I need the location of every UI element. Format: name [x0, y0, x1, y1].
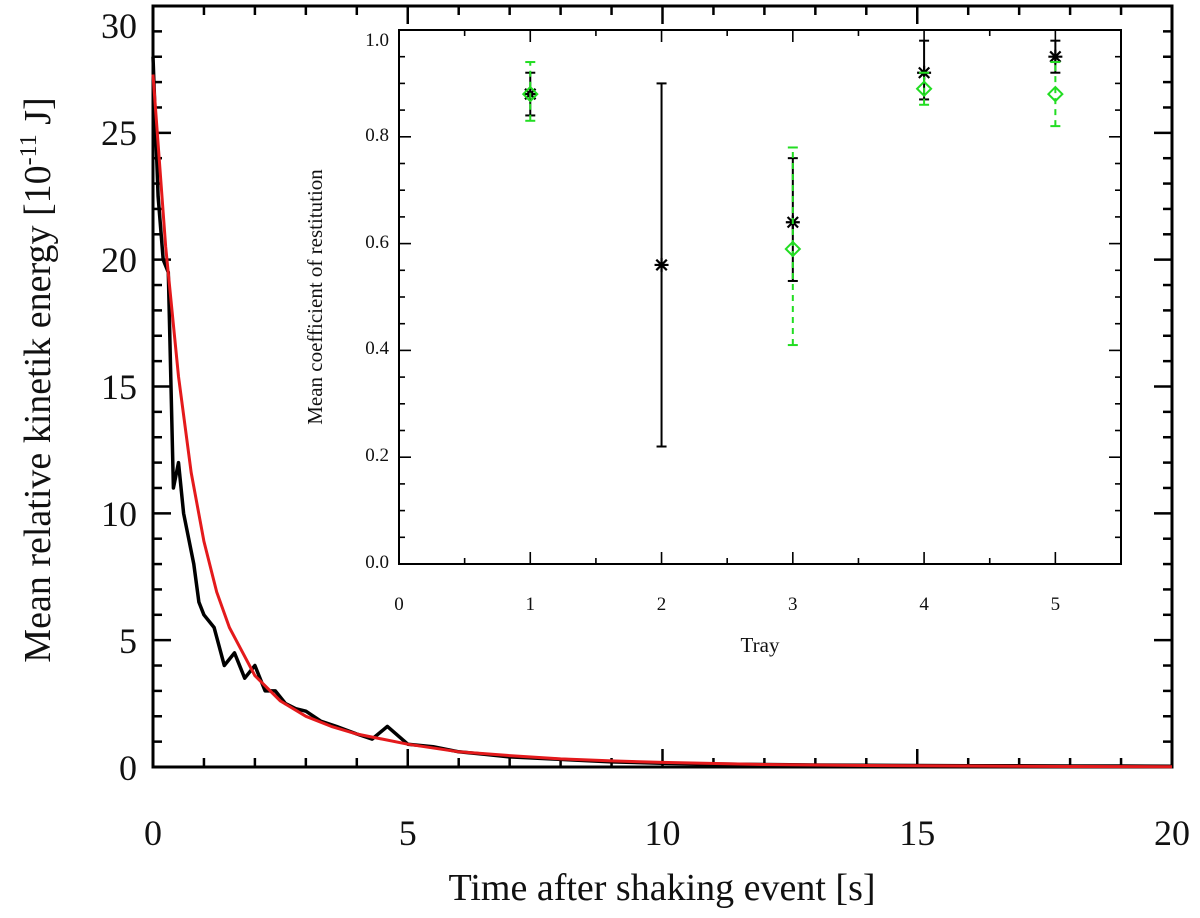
- main-y-tick-label: 20: [101, 240, 137, 280]
- inset-x-tick-label: 0: [394, 594, 404, 615]
- main-y-tick-label: 5: [119, 621, 137, 661]
- main-y-tick-label: 25: [101, 113, 137, 153]
- inset-series: [521, 39, 1064, 448]
- inset-y-tick-label: 0.0: [365, 552, 389, 573]
- inset-y-tick-label: 0.4: [365, 338, 389, 359]
- asterisk-marker: [1048, 49, 1063, 64]
- inset-y-tick-label: 0.6: [365, 232, 389, 253]
- main-y-tick-labels: 0 5 10 15 20 25 30: [101, 6, 137, 788]
- main-x-tick-labels: 0 5 10 15 20: [144, 813, 1190, 853]
- main-series: [151, 56, 1173, 769]
- inset-y-tick-label: 0.2: [365, 445, 389, 466]
- main-y-axis-label-exponent: -11: [16, 134, 42, 165]
- diamond-marker: [784, 240, 802, 258]
- asterisk-marker: [654, 257, 669, 272]
- main-y-axis-label: Mean relative kinetik energy [10-11 J]: [16, 97, 59, 662]
- diamond-marker: [521, 85, 539, 103]
- inset-ticks: [398, 29, 1122, 565]
- main-x-tick-label: 5: [399, 813, 417, 853]
- inset-y-tick-labels: 0.0 0.2 0.4 0.6 0.8 1.0: [365, 30, 389, 573]
- main-x-axis-label: Time after shaking event [s]: [448, 867, 875, 909]
- main-x-tick-label: 0: [144, 813, 162, 853]
- main-y-tick-label: 30: [101, 6, 137, 46]
- inset-x-tick-label: 4: [919, 594, 929, 615]
- main-y-tick-label: 0: [119, 748, 137, 788]
- inset-x-axis-label: Tray: [741, 633, 780, 657]
- inset-chart: 0 1 2 3 4 5 0.0 0.2 0.4 0.6 0.8 1.0 Tray…: [303, 29, 1122, 657]
- main-y-axis-label-suffix: J]: [17, 97, 59, 134]
- main-x-tick-label: 10: [645, 813, 681, 853]
- main-ticks: [151, 4, 1174, 769]
- inset-x-tick-label: 1: [526, 594, 536, 615]
- main-y-axis-label-prefix: Mean relative kinetik energy [10: [17, 165, 59, 662]
- main-y-tick-label: 10: [101, 494, 137, 534]
- main-x-tick-label: 20: [1154, 813, 1190, 853]
- inset-x-tick-labels: 0 1 2 3 4 5: [394, 594, 1060, 615]
- fit-curve-line: [151, 74, 1173, 769]
- main-x-tick-label: 15: [899, 813, 935, 853]
- inset-y-tick-label: 1.0: [365, 30, 389, 51]
- inset-y-axis-label: Mean coefficient of restitution: [303, 169, 327, 425]
- diamond-marker: [915, 80, 933, 98]
- inset-y-tick-label: 0.8: [365, 125, 389, 146]
- inset-x-tick-label: 3: [788, 594, 798, 615]
- main-chart: 0 5 10 15 20 0 5 10 15 20 25 30 Time aft…: [16, 4, 1190, 909]
- inset-background: [399, 30, 1121, 564]
- main-y-tick-label: 15: [101, 367, 137, 407]
- inset-x-tick-label: 2: [657, 594, 667, 615]
- diamond-marker: [1046, 85, 1064, 103]
- inset-x-tick-label: 5: [1051, 594, 1061, 615]
